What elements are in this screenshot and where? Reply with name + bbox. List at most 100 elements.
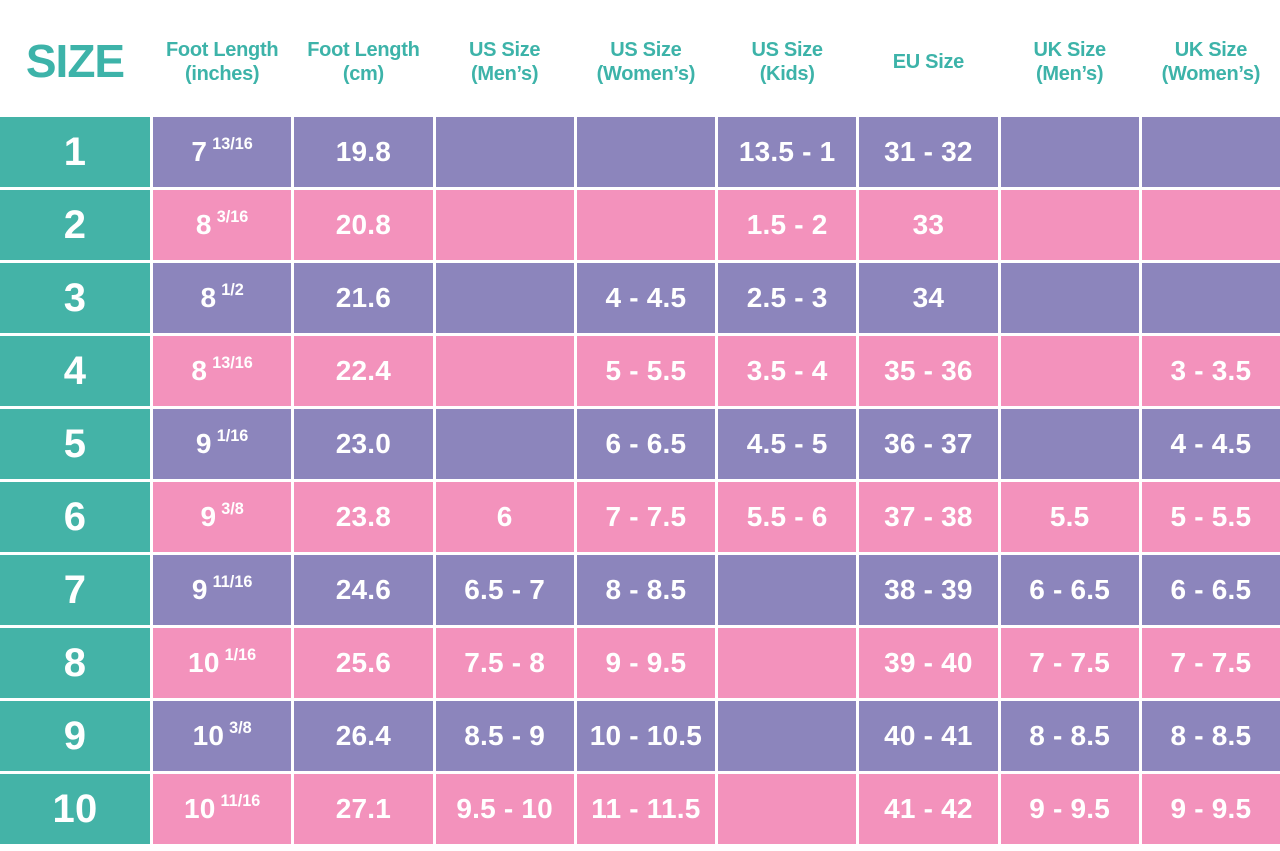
row-size-label: 3 xyxy=(0,263,150,333)
cell-foot-length-cm: 21.6 xyxy=(294,263,433,333)
inches-fraction: 1/16 xyxy=(224,646,257,665)
header-sublabel: (Kids) xyxy=(759,63,815,85)
inches-fraction: 13/16 xyxy=(212,354,253,373)
cell-us-size-womens: 7 - 7.5 xyxy=(576,482,715,552)
header-uk-size-womens: UK Size (Women’s) xyxy=(1141,0,1280,114)
header-uk-size-mens: UK Size (Men’s) xyxy=(1000,0,1139,114)
cell-eu-size: 40 - 41 xyxy=(859,701,998,771)
cell-us-size-mens xyxy=(435,263,574,333)
cell-us-size-kids: 5.5 - 6 xyxy=(718,482,857,552)
cell-us-size-womens xyxy=(576,190,715,260)
inches-whole: 10 xyxy=(192,720,225,751)
cell-us-size-womens: 11 - 11.5 xyxy=(576,774,715,844)
row-size-label: 2 xyxy=(0,190,150,260)
cell-foot-length-inches: 10 1/16 xyxy=(153,628,292,698)
header-us-size-kids: US Size (Kids) xyxy=(718,0,857,114)
cell-foot-length-inches: 8 13/16 xyxy=(153,336,292,406)
cell-us-size-kids: 13.5 - 1 xyxy=(718,117,857,187)
cell-foot-length-cm: 25.6 xyxy=(294,628,433,698)
cell-eu-size: 37 - 38 xyxy=(859,482,998,552)
header-foot-length-cm: Foot Length (cm) xyxy=(294,0,433,114)
cell-us-size-kids: 2.5 - 3 xyxy=(718,263,857,333)
header-sublabel: (Women’s) xyxy=(1161,63,1261,85)
cell-eu-size: 39 - 40 xyxy=(859,628,998,698)
inches-fraction: 1/2 xyxy=(221,281,244,300)
cell-eu-size: 33 xyxy=(859,190,998,260)
inches-whole: 8 xyxy=(195,209,212,240)
cell-us-size-kids: 4.5 - 5 xyxy=(718,409,857,479)
cell-us-size-womens: 4 - 4.5 xyxy=(576,263,715,333)
row-size-label: 9 xyxy=(0,701,150,771)
inches-whole: 10 xyxy=(183,793,216,824)
cell-uk-size-womens xyxy=(1141,263,1280,333)
cell-foot-length-inches: 10 3/8 xyxy=(153,701,292,771)
cell-uk-size-womens: 5 - 5.5 xyxy=(1141,482,1280,552)
cell-uk-size-mens: 8 - 8.5 xyxy=(1000,701,1139,771)
cell-us-size-womens: 5 - 5.5 xyxy=(576,336,715,406)
row-size-label: 1 xyxy=(0,117,150,187)
cell-us-size-kids xyxy=(718,774,857,844)
row-size-label: 7 xyxy=(0,555,150,625)
cell-us-size-womens: 9 - 9.5 xyxy=(576,628,715,698)
header-label: UK Size xyxy=(1174,39,1248,61)
cell-foot-length-inches: 8 1/2 xyxy=(153,263,292,333)
cell-uk-size-mens: 9 - 9.5 xyxy=(1000,774,1139,844)
header-sublabel: (cm) xyxy=(342,63,384,85)
inches-whole: 9 xyxy=(191,574,208,605)
cell-us-size-kids xyxy=(718,555,857,625)
cell-us-size-kids xyxy=(718,628,857,698)
cell-us-size-womens: 6 - 6.5 xyxy=(576,409,715,479)
cell-foot-length-cm: 27.1 xyxy=(294,774,433,844)
cell-uk-size-mens: 7 - 7.5 xyxy=(1000,628,1139,698)
row-size-label: 5 xyxy=(0,409,150,479)
cell-uk-size-womens: 3 - 3.5 xyxy=(1141,336,1280,406)
inches-fraction: 3/8 xyxy=(229,719,252,738)
cell-eu-size: 41 - 42 xyxy=(859,774,998,844)
header-us-size-mens: US Size (Men’s) xyxy=(435,0,574,114)
inches-whole: 7 xyxy=(191,136,208,167)
inches-fraction: 1/16 xyxy=(216,427,249,446)
cell-uk-size-mens xyxy=(1000,409,1139,479)
cell-uk-size-womens: 4 - 4.5 xyxy=(1141,409,1280,479)
cell-foot-length-cm: 26.4 xyxy=(294,701,433,771)
row-size-label: 6 xyxy=(0,482,150,552)
header-label: US Size xyxy=(751,39,823,61)
cell-us-size-mens: 7.5 - 8 xyxy=(435,628,574,698)
header-sublabel: (Women’s) xyxy=(596,63,696,85)
cell-eu-size: 34 xyxy=(859,263,998,333)
cell-foot-length-inches: 7 13/16 xyxy=(153,117,292,187)
cell-uk-size-womens xyxy=(1141,190,1280,260)
cell-us-size-mens: 8.5 - 9 xyxy=(435,701,574,771)
cell-us-size-womens: 10 - 10.5 xyxy=(576,701,715,771)
header-label: Foot Length xyxy=(166,39,279,61)
cell-uk-size-mens xyxy=(1000,336,1139,406)
header-sublabel: (Men’s) xyxy=(471,63,539,85)
cell-us-size-mens xyxy=(435,190,574,260)
cell-us-size-kids xyxy=(718,701,857,771)
cell-us-size-mens: 6 xyxy=(435,482,574,552)
header-us-size-womens: US Size (Women’s) xyxy=(576,0,715,114)
cell-foot-length-inches: 10 11/16 xyxy=(153,774,292,844)
cell-eu-size: 36 - 37 xyxy=(859,409,998,479)
cell-uk-size-womens: 7 - 7.5 xyxy=(1141,628,1280,698)
cell-us-size-mens xyxy=(435,409,574,479)
cell-foot-length-cm: 22.4 xyxy=(294,336,433,406)
header-foot-length-inches: Foot Length (inches) xyxy=(153,0,292,114)
cell-foot-length-cm: 20.8 xyxy=(294,190,433,260)
cell-foot-length-cm: 23.0 xyxy=(294,409,433,479)
cell-us-size-kids: 3.5 - 4 xyxy=(718,336,857,406)
cell-uk-size-womens: 6 - 6.5 xyxy=(1141,555,1280,625)
cell-eu-size: 38 - 39 xyxy=(859,555,998,625)
inches-whole: 8 xyxy=(200,282,217,313)
inches-fraction: 13/16 xyxy=(212,135,253,154)
row-size-label: 10 xyxy=(0,774,150,844)
cell-foot-length-inches: 9 11/16 xyxy=(153,555,292,625)
cell-foot-length-inches: 8 3/16 xyxy=(153,190,292,260)
cell-us-size-womens xyxy=(576,117,715,187)
cell-us-size-kids: 1.5 - 2 xyxy=(718,190,857,260)
inches-whole: 8 xyxy=(191,355,208,386)
cell-us-size-mens: 9.5 - 10 xyxy=(435,774,574,844)
header-size: SIZE xyxy=(0,0,150,114)
